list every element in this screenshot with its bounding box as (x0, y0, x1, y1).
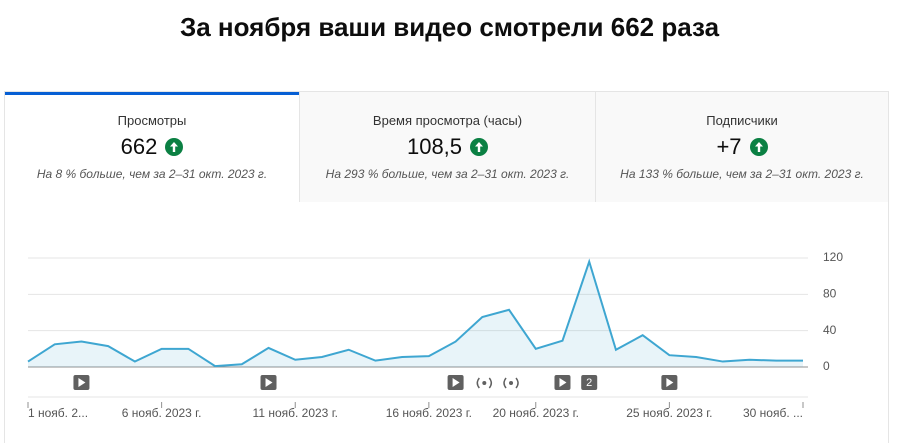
up-icon (749, 138, 768, 156)
x-tick-label: 30 нояб. ... (743, 406, 803, 420)
event-count (581, 375, 598, 390)
y-tick-label: 0 (823, 359, 830, 373)
x-tick-label: 16 нояб. 2023 г. (386, 406, 472, 420)
up-icon (470, 138, 489, 156)
video-event-icon (559, 378, 567, 387)
metric-title: Просмотры (117, 113, 187, 128)
analytics-card: Просмотры 662 На 8 % больше, чем за 2–31 о… (4, 91, 889, 443)
x-tick-label: 20 нояб. 2023 г. (493, 406, 579, 420)
live-event-wave (503, 377, 519, 389)
metric-tab[interactable]: Просмотры 662 На 8 % больше, чем за 2–31 о… (5, 92, 299, 202)
y-tick-label: 120 (823, 250, 843, 264)
metric-value: 108,5 (300, 134, 595, 160)
metric-tab[interactable]: Время просмотра (часы) 108,5 На 293 % боль… (299, 92, 595, 202)
video-event-icon (666, 378, 674, 387)
live-event-wave (476, 377, 493, 389)
page-title: За ноября ваши видео смотрели 662 раза (179, 12, 720, 42)
metric-value: +7 (596, 134, 888, 160)
metric-title: Подписчики (706, 113, 778, 128)
video-event-icon (78, 378, 86, 387)
metric-number: 662 (120, 134, 158, 159)
metric-tab[interactable]: Подписчики +7 На 133 % больше, чем за 2–31… (595, 92, 888, 202)
metric-number: 108,5 (406, 134, 463, 159)
x-tick-label: 11 нояб. 2023 г. (253, 406, 338, 420)
x-tick-label: 25 нояб. 2023 г. (626, 406, 712, 420)
y-tick-label: 80 (823, 287, 837, 301)
y-tick-label: 40 (823, 323, 837, 337)
x-tick-label: 6 нояб. 2023 г. (122, 406, 202, 420)
area-line (27, 258, 803, 368)
up-icon (165, 138, 184, 156)
metric-note: На 8 % больше, чем за 2–31 окт. 2023 г. (36, 167, 268, 181)
metric-note: На 133 % больше, чем за 2–31 окт. 2023 г… (620, 167, 864, 181)
x-tick-label: 1 нояб. 2... (28, 406, 88, 420)
event-count-label: 2 (586, 377, 592, 389)
video-event-icon (452, 378, 460, 387)
video-event-icon (265, 378, 273, 387)
metric-note: На 293 % больше, чем за 2–31 окт. 2023 г… (325, 167, 570, 181)
metric-title: Время просмотра (часы) (372, 113, 523, 128)
metric-value: 662 (5, 134, 299, 160)
area-fill (28, 261, 803, 367)
live-event (482, 381, 487, 385)
live-event (509, 381, 514, 385)
metric-number: +7 (716, 134, 742, 159)
